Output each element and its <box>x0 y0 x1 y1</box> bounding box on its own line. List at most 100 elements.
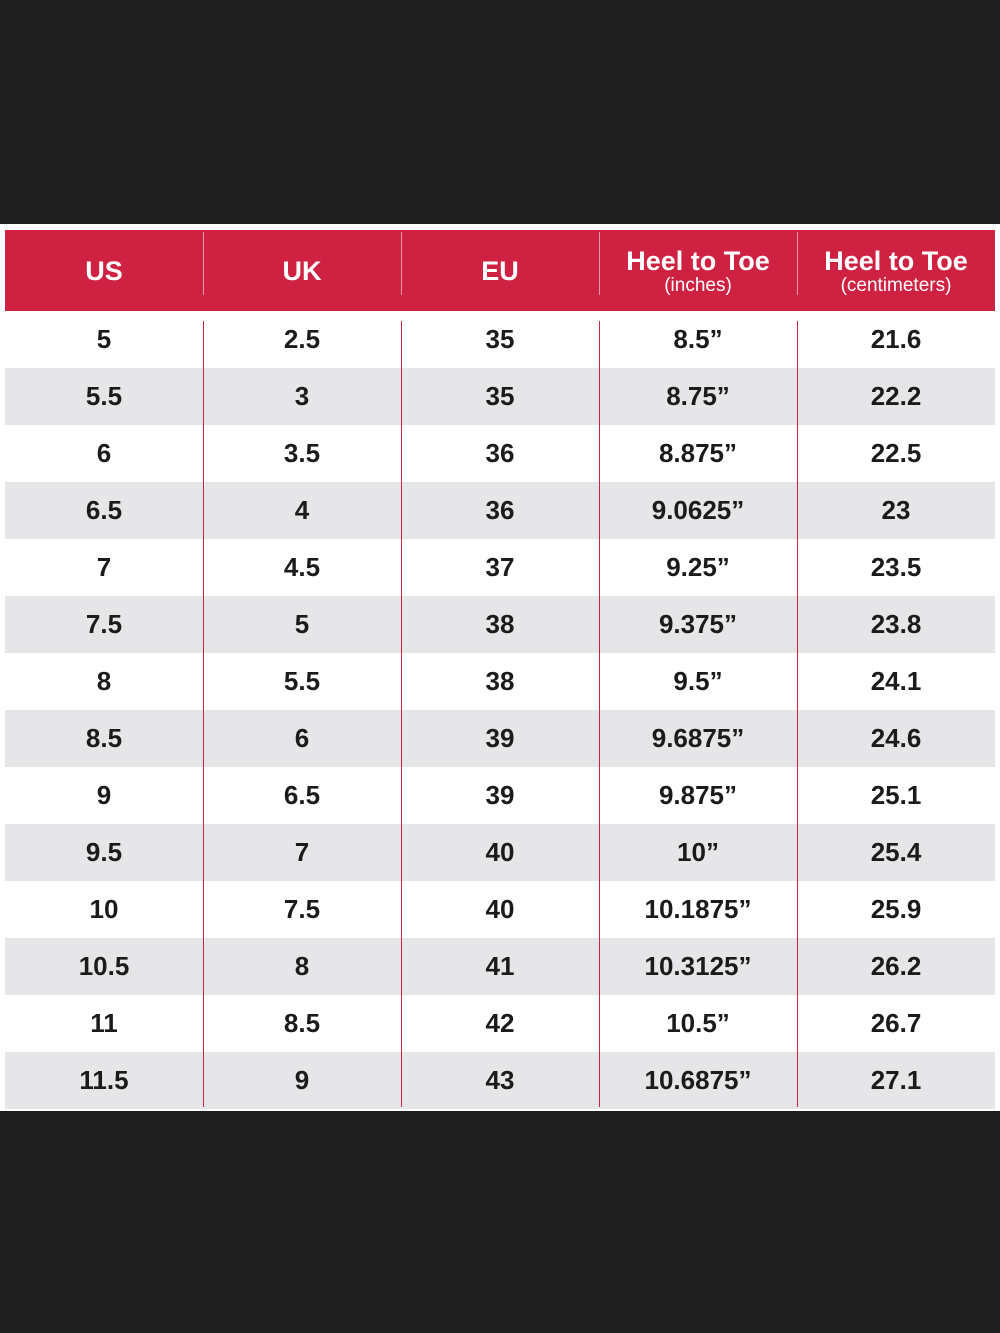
header-centimeters: Heel to Toe (centimeters) <box>797 230 995 311</box>
cell-inches: 8.5” <box>673 324 723 354</box>
cell-centimeters: 25.4 <box>870 837 922 867</box>
cell-us: 6.5 <box>85 495 123 525</box>
cell-centimeters: 25.1 <box>870 780 922 810</box>
column-divider <box>401 321 402 1107</box>
cell-centimeters: 24.6 <box>870 723 922 753</box>
cell-us: 11 <box>90 1008 118 1038</box>
table-row: 10 7.5 40 10.1875” 25.9 <box>5 881 995 938</box>
cell-eu: 40 <box>485 894 515 924</box>
table-body: 5 2.5 35 8.5” 21.6 5.5 3 35 8.75” 22.2 6 3.5 36 8.875… <box>5 311 995 1109</box>
cell-inches: 8.875” <box>658 438 738 468</box>
cell-uk: 7 <box>294 837 310 867</box>
header-us-title: US <box>85 255 123 286</box>
header-eu-title: EU <box>481 255 519 286</box>
table-row: 5.5 3 35 8.75” 22.2 <box>5 368 995 425</box>
table-row: 8 5.5 38 9.5” 24.1 <box>5 653 995 710</box>
cell-us: 8.5 <box>85 723 123 753</box>
cell-uk: 5.5 <box>283 666 321 696</box>
cell-eu: 42 <box>485 1008 515 1038</box>
cell-inches: 8.75” <box>666 381 730 411</box>
cell-centimeters: 21.6 <box>870 324 922 354</box>
cell-uk: 4 <box>294 495 310 525</box>
cell-eu: 36 <box>485 495 515 525</box>
cell-centimeters: 22.2 <box>870 381 922 411</box>
table-row: 6 3.5 36 8.875” 22.5 <box>5 425 995 482</box>
cell-us: 9 <box>96 780 112 810</box>
table-row: 9 6.5 39 9.875” 25.1 <box>5 767 995 824</box>
table-row: 9.5 7 40 10” 25.4 <box>5 824 995 881</box>
cell-uk: 6 <box>294 723 310 753</box>
cell-us: 10 <box>89 894 119 924</box>
cell-us: 5.5 <box>85 381 123 411</box>
cell-uk: 8 <box>294 951 310 981</box>
column-divider <box>203 321 204 1107</box>
cell-eu: 35 <box>485 324 515 354</box>
cell-centimeters: 22.5 <box>870 438 922 468</box>
cell-uk: 4.5 <box>283 552 321 582</box>
cell-uk: 3.5 <box>283 438 321 468</box>
cell-centimeters: 25.9 <box>870 894 922 924</box>
header-eu: EU <box>401 230 599 311</box>
table-header: US UK EU Heel to Toe (inches) Heel to To… <box>5 230 995 311</box>
table-row: 7 4.5 37 9.25” 23.5 <box>5 539 995 596</box>
cell-us: 5 <box>96 324 112 354</box>
header-centimeters-title: Heel to Toe <box>824 245 968 276</box>
column-divider <box>797 321 798 1107</box>
cell-centimeters: 24.1 <box>870 666 922 696</box>
cell-inches: 9.0625” <box>651 495 745 525</box>
cell-us: 9.5 <box>85 837 123 867</box>
cell-centimeters: 23.8 <box>870 609 922 639</box>
cell-us: 7 <box>96 552 112 582</box>
cell-centimeters: 26.2 <box>870 951 922 981</box>
column-divider <box>599 321 600 1107</box>
header-uk-title: UK <box>282 255 322 286</box>
header-inches-subtitle: (inches) <box>664 274 732 296</box>
cell-uk: 9 <box>294 1065 310 1095</box>
cell-eu: 36 <box>485 438 515 468</box>
cell-eu: 38 <box>485 666 515 696</box>
cell-us: 10.5 <box>78 951 130 981</box>
cell-uk: 7.5 <box>283 894 321 924</box>
cell-inches: 9.5” <box>673 666 723 696</box>
table-row: 5 2.5 35 8.5” 21.6 <box>5 311 995 368</box>
cell-us: 11.5 <box>79 1065 129 1095</box>
cell-eu: 35 <box>485 381 515 411</box>
cell-uk: 6.5 <box>283 780 321 810</box>
cell-inches: 10.1875” <box>644 894 752 924</box>
cell-eu: 37 <box>485 552 515 582</box>
cell-eu: 40 <box>485 837 515 867</box>
cell-uk: 3 <box>294 381 310 411</box>
cell-centimeters: 26.7 <box>870 1008 922 1038</box>
table-row: 11.5 9 43 10.6875” 27.1 <box>5 1052 995 1109</box>
cell-centimeters: 27.1 <box>870 1065 922 1095</box>
cell-centimeters: 23 <box>881 495 911 525</box>
size-chart: US UK EU Heel to Toe (inches) Heel to To… <box>0 224 1000 1111</box>
table-row: 6.5 4 36 9.0625” 23 <box>5 482 995 539</box>
cell-inches: 10” <box>677 837 719 867</box>
cell-inches: 9.375” <box>658 609 738 639</box>
cell-inches: 10.5” <box>666 1008 730 1038</box>
bottom-dark-band <box>0 1111 1000 1333</box>
top-dark-band <box>0 0 1000 224</box>
header-inches: Heel to Toe (inches) <box>599 230 797 311</box>
cell-uk: 8.5 <box>283 1008 321 1038</box>
cell-inches: 10.6875” <box>644 1065 752 1095</box>
header-uk: UK <box>203 230 401 311</box>
header-inches-title: Heel to Toe <box>626 245 770 276</box>
cell-us: 8 <box>96 666 112 696</box>
cell-inches: 10.3125” <box>644 951 752 981</box>
table-row: 11 8.5 42 10.5” 26.7 <box>5 995 995 1052</box>
cell-centimeters: 23.5 <box>870 552 922 582</box>
cell-uk: 2.5 <box>283 324 321 354</box>
header-us: US <box>5 230 203 311</box>
cell-eu: 39 <box>485 780 515 810</box>
cell-inches: 9.875” <box>658 780 738 810</box>
cell-eu: 39 <box>485 723 515 753</box>
cell-eu: 43 <box>485 1065 515 1095</box>
cell-us: 6 <box>96 438 112 468</box>
header-centimeters-subtitle: (centimeters) <box>840 274 952 296</box>
table-row: 10.5 8 41 10.3125” 26.2 <box>5 938 995 995</box>
table-row: 7.5 5 38 9.375” 23.8 <box>5 596 995 653</box>
table-row: 8.5 6 39 9.6875” 24.6 <box>5 710 995 767</box>
cell-inches: 9.6875” <box>651 723 745 753</box>
